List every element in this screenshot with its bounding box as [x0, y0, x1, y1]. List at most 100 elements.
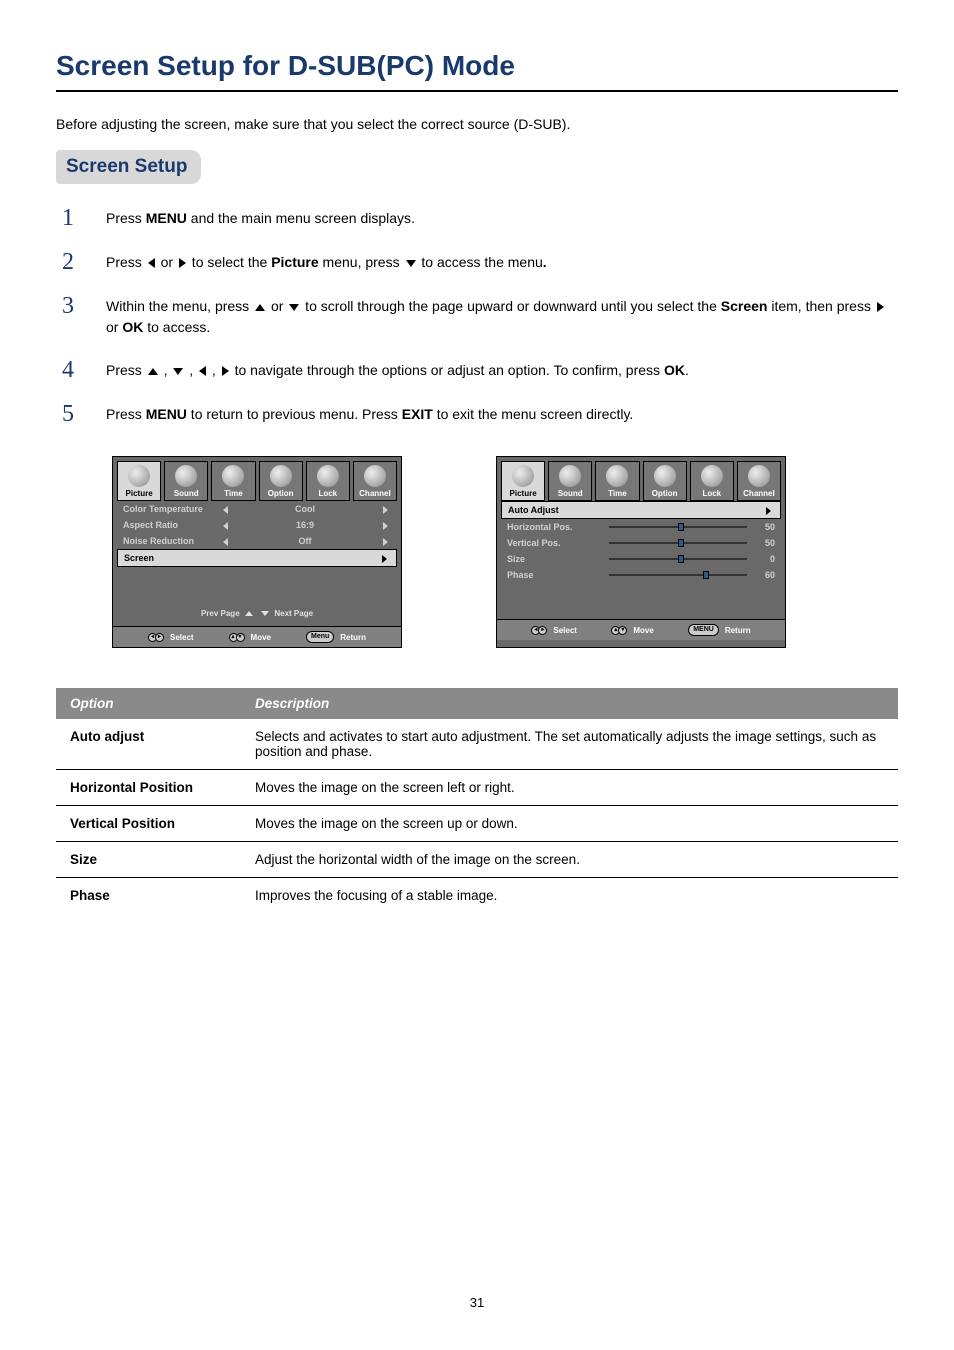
opt-name: Size	[56, 842, 241, 878]
next-page-label: Next Page	[274, 609, 313, 618]
picture-icon	[512, 465, 534, 487]
text: item, then press	[767, 298, 874, 314]
step-text: Press , , , to navigate through the opti…	[106, 358, 898, 381]
down-arrow-icon	[261, 611, 269, 616]
osd-pager: Prev Page Next Page	[117, 609, 397, 618]
time-icon	[606, 465, 628, 487]
tab-label: Channel	[359, 489, 391, 498]
return-label: Return	[340, 633, 366, 642]
table-row: Size Adjust the horizontal width of the …	[56, 842, 898, 878]
return-label: Return	[725, 626, 751, 635]
down-arrow-icon	[289, 304, 299, 311]
item-label: Vertical Pos.	[507, 538, 603, 548]
tab-label: Sound	[558, 489, 583, 498]
item-label: Screen	[124, 553, 220, 563]
text: to navigate through the options or adjus…	[231, 362, 664, 378]
osd-right: Picture Sound Time Option Lock Channel A…	[496, 456, 786, 648]
osd-tab-option: Option	[259, 461, 303, 501]
down-arrow-icon	[173, 368, 183, 375]
time-icon	[222, 465, 244, 487]
step-text: Press MENU and the main menu screen disp…	[106, 206, 898, 229]
option-icon	[270, 465, 292, 487]
slider-thumb	[678, 539, 684, 547]
text: to exit the menu screen directly.	[433, 406, 634, 422]
tab-label: Sound	[174, 489, 199, 498]
slider-thumb	[678, 555, 684, 563]
right-arrow-icon	[877, 302, 884, 312]
picture-label: Picture	[271, 254, 318, 270]
slider-track	[609, 574, 747, 576]
channel-icon	[364, 465, 386, 487]
item-label: Auto Adjust	[508, 505, 604, 515]
osd-tabs: Picture Sound Time Option Lock Channel	[497, 457, 785, 501]
left-arrow-icon	[219, 536, 231, 546]
item-label: Color Temperature	[123, 504, 219, 514]
tab-label: Time	[224, 489, 243, 498]
item-value: Cool	[231, 504, 379, 514]
slider-value: 0	[753, 554, 775, 564]
text: to select the	[188, 254, 271, 270]
channel-icon	[748, 465, 770, 487]
col-option: Option	[56, 688, 241, 719]
table-row: Horizontal Position Moves the image on t…	[56, 770, 898, 806]
intro-text: Before adjusting the screen, make sure t…	[56, 116, 898, 132]
osd-tab-option: Option	[643, 461, 687, 501]
right-arrow-icon	[379, 504, 391, 514]
table-row: Vertical Position Moves the image on the…	[56, 806, 898, 842]
opt-desc: Moves the image on the screen left or ri…	[241, 770, 898, 806]
tab-label: Picture	[510, 489, 537, 498]
menu-button-icon: MENU	[688, 624, 719, 636]
step-number: 1	[62, 206, 78, 230]
exit-label: EXIT	[402, 406, 433, 422]
opt-name: Auto adjust	[56, 719, 241, 770]
tab-label: Picture	[126, 489, 153, 498]
osd-item-noise: Noise Reduction Off	[117, 533, 397, 549]
nav-ring-icon: ◂▸	[531, 626, 547, 635]
text: Press	[106, 362, 146, 378]
osd-item-screen-highlight: Screen	[117, 549, 397, 567]
item-value: Off	[231, 536, 379, 546]
text: Press	[106, 210, 146, 226]
step-1: 1 Press MENU and the main menu screen di…	[62, 206, 898, 230]
menu-button-icon: Menu	[306, 631, 334, 643]
left-arrow-icon	[199, 366, 206, 376]
step-4: 4 Press , , , to navigate through the op…	[62, 358, 898, 382]
tab-label: Time	[608, 489, 627, 498]
step-3: 3 Within the menu, press or to scroll th…	[62, 294, 898, 338]
tab-label: Lock	[318, 489, 337, 498]
text: ,	[208, 362, 220, 378]
osd-gap	[117, 567, 397, 603]
opt-name: Phase	[56, 878, 241, 914]
item-label: Horizontal Pos.	[507, 522, 603, 532]
osd-tab-time: Time	[595, 461, 639, 501]
lock-icon	[701, 465, 723, 487]
nav-ring-icon: ▴▾	[611, 626, 627, 635]
title-divider	[56, 90, 898, 92]
step-number: 2	[62, 250, 78, 274]
opt-name: Vertical Position	[56, 806, 241, 842]
osd-slider-hpos: Horizontal Pos. 50	[501, 519, 781, 535]
page-title: Screen Setup for D-SUB(PC) Mode	[56, 50, 898, 82]
slider-value: 50	[753, 522, 775, 532]
up-arrow-icon	[255, 304, 265, 311]
osd-screenshots: Picture Sound Time Option Lock Channel C…	[112, 456, 898, 648]
text: Within the menu, press	[106, 298, 253, 314]
text: to access the menu	[418, 254, 543, 270]
osd-left: Picture Sound Time Option Lock Channel C…	[112, 456, 402, 648]
sound-icon	[559, 465, 581, 487]
osd-footer: ◂▸ Select ▴▾ Move MENU Return	[497, 619, 785, 640]
text: to scroll through the page upward or dow…	[301, 298, 720, 314]
menu-label: MENU	[146, 406, 187, 422]
text: or	[267, 298, 287, 314]
osd-tab-sound: Sound	[164, 461, 208, 501]
osd-tab-channel: Channel	[737, 461, 781, 501]
text: or	[157, 254, 177, 270]
nav-ring-icon: ▴▾	[229, 633, 245, 642]
slider-thumb	[703, 571, 709, 579]
item-label: Size	[507, 554, 603, 564]
slider-value: 60	[753, 570, 775, 580]
osd-tab-lock: Lock	[306, 461, 350, 501]
opt-desc: Moves the image on the screen up or down…	[241, 806, 898, 842]
step-number: 3	[62, 294, 78, 318]
osd-item-auto-adjust-highlight: Auto Adjust	[501, 501, 781, 519]
